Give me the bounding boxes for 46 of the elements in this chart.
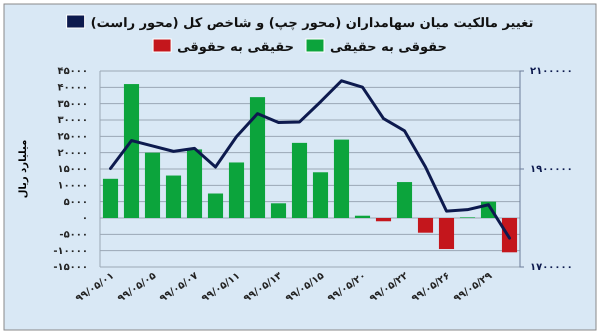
bar	[312, 172, 328, 218]
y-tick-label: ۲۰۰۰۰	[57, 148, 88, 159]
y2-tick-label: ۱۷۰۰۰۰۰	[530, 262, 573, 274]
bar	[376, 218, 392, 222]
x-tick-label: ۹۹/۰۵/۲۲	[368, 270, 410, 305]
bar	[102, 178, 118, 218]
line-series	[109, 79, 511, 240]
y-tick-label: ۳۰۰۰۰	[57, 115, 88, 126]
bar	[396, 182, 412, 218]
y-tick-label: ۱۰۰۰۰	[57, 180, 88, 192]
x-tick-label: ۹۹/۰۵/۱۵	[284, 270, 326, 305]
bar	[292, 142, 308, 218]
y-tick-label: ۰	[82, 213, 88, 224]
bar	[208, 194, 224, 218]
y-tick-label: ۲۵۰۰۰	[57, 132, 88, 143]
x-tick-label: ۹۹/۰۵/۰۵	[116, 270, 158, 305]
bar	[124, 84, 140, 218]
y-tick-label: -۵۰۰۰	[59, 230, 88, 241]
x-tick-label: ۹۹/۰۵/۲۹	[452, 270, 494, 305]
legend-label: تغییر مالکیت میان سهامداران (محور چپ) و شاخص کل (محور راست)	[90, 16, 534, 31]
bar	[418, 218, 434, 233]
bar	[502, 218, 518, 252]
y-tick-label: ۱۵۰۰۰	[57, 164, 88, 176]
y-tick-label: ۳۵۰۰۰	[57, 98, 88, 110]
bar	[228, 162, 244, 218]
x-tick-label: ۹۹/۰۵/۲۰	[326, 270, 368, 305]
x-tick-label: ۹۹/۰۵/۲۶	[410, 270, 452, 305]
bar	[270, 203, 286, 218]
legend-label: حقیقی به حقوقی	[177, 40, 294, 55]
y2-tick-label: ۱۹۰۰۰۰۰	[530, 164, 573, 176]
x-tick-label: ۹۹/۰۵/۱۳	[242, 270, 284, 305]
x-tick-label: ۹۹/۰۵/۰۷	[158, 270, 200, 305]
y-tick-label: ۵۰۰۰	[64, 196, 88, 208]
bar	[334, 140, 350, 218]
y-tick-label: -۱۰۰۰۰	[53, 246, 88, 257]
bar	[144, 152, 160, 218]
y-tick-label: ۴۰۰۰۰	[57, 82, 88, 94]
bar	[438, 218, 454, 250]
bar	[250, 97, 266, 218]
y-axis-title: میلیارد ریال	[18, 140, 29, 198]
bar	[186, 149, 202, 218]
y2-tick-label: ۲۱۰۰۰۰۰	[530, 66, 573, 78]
bar	[166, 176, 182, 218]
legend-label: حقوقی به حقیقی	[330, 40, 447, 55]
y-tick-label: ۴۵۰۰۰	[57, 66, 88, 78]
x-tick-label: ۹۹/۰۵/۱۱	[200, 270, 242, 305]
